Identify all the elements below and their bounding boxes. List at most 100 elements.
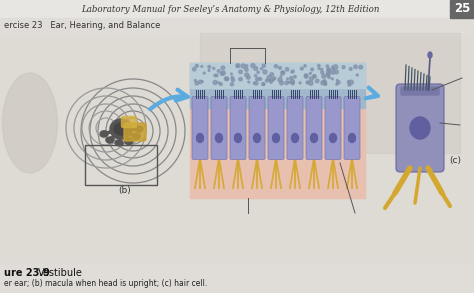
Circle shape: [333, 65, 338, 69]
Circle shape: [254, 67, 257, 70]
Circle shape: [239, 70, 242, 74]
Circle shape: [315, 79, 319, 83]
Text: (c): (c): [449, 156, 461, 166]
Circle shape: [322, 74, 326, 78]
Ellipse shape: [329, 134, 337, 142]
Circle shape: [220, 72, 224, 75]
Ellipse shape: [114, 123, 128, 135]
Circle shape: [348, 83, 351, 86]
Bar: [0, 263, 474, 293]
Circle shape: [221, 66, 225, 70]
Circle shape: [288, 81, 290, 83]
Circle shape: [273, 77, 276, 80]
FancyBboxPatch shape: [268, 96, 284, 159]
Circle shape: [292, 70, 294, 73]
Circle shape: [257, 71, 259, 73]
Circle shape: [327, 69, 331, 73]
Bar: [450, 0, 474, 18]
Circle shape: [349, 67, 352, 70]
Ellipse shape: [132, 133, 140, 139]
Circle shape: [331, 71, 335, 74]
Circle shape: [195, 81, 199, 85]
Circle shape: [280, 81, 283, 85]
Ellipse shape: [110, 119, 132, 139]
Ellipse shape: [410, 117, 430, 139]
Circle shape: [359, 65, 363, 69]
Circle shape: [195, 64, 198, 67]
Circle shape: [259, 77, 262, 81]
Circle shape: [311, 68, 314, 71]
Circle shape: [321, 71, 324, 74]
Circle shape: [246, 65, 248, 67]
Circle shape: [299, 82, 301, 84]
Circle shape: [337, 81, 340, 84]
Circle shape: [349, 80, 353, 84]
Circle shape: [201, 66, 203, 67]
FancyBboxPatch shape: [124, 123, 146, 141]
Circle shape: [219, 83, 222, 86]
Bar: [190, 63, 365, 108]
Circle shape: [226, 77, 229, 81]
Circle shape: [201, 81, 203, 82]
Text: ure 23.9: ure 23.9: [4, 268, 50, 278]
Circle shape: [248, 81, 250, 83]
Circle shape: [192, 67, 196, 71]
Circle shape: [278, 67, 282, 69]
Circle shape: [331, 78, 333, 80]
Circle shape: [255, 74, 257, 77]
FancyBboxPatch shape: [287, 96, 303, 159]
Circle shape: [218, 82, 220, 84]
Circle shape: [274, 65, 278, 68]
Circle shape: [336, 83, 338, 85]
Text: er ear; (b) macula when head is upright; (c) hair cell.: er ear; (b) macula when head is upright;…: [4, 280, 207, 289]
FancyBboxPatch shape: [401, 87, 439, 95]
Ellipse shape: [235, 134, 241, 142]
Circle shape: [261, 68, 263, 70]
Circle shape: [324, 82, 327, 85]
Circle shape: [263, 70, 267, 74]
Circle shape: [236, 64, 240, 67]
Circle shape: [290, 76, 293, 80]
Circle shape: [327, 68, 330, 71]
Circle shape: [199, 80, 202, 84]
Bar: [85, 145, 157, 185]
Circle shape: [323, 80, 326, 83]
Circle shape: [281, 71, 285, 75]
Circle shape: [327, 71, 330, 75]
Text: (b): (b): [118, 185, 131, 195]
Circle shape: [245, 73, 249, 77]
FancyBboxPatch shape: [192, 96, 208, 159]
Circle shape: [245, 68, 248, 71]
Circle shape: [262, 83, 265, 86]
Circle shape: [214, 74, 216, 76]
Circle shape: [224, 77, 228, 81]
Circle shape: [293, 75, 296, 78]
Circle shape: [320, 68, 323, 70]
Circle shape: [267, 76, 271, 80]
Circle shape: [255, 81, 258, 85]
Circle shape: [280, 75, 282, 77]
Circle shape: [194, 79, 196, 81]
Circle shape: [342, 66, 345, 69]
Bar: [0, 35, 474, 263]
Ellipse shape: [254, 134, 261, 142]
FancyBboxPatch shape: [211, 96, 227, 159]
Ellipse shape: [216, 134, 222, 142]
Circle shape: [321, 81, 325, 85]
Circle shape: [270, 73, 273, 76]
Circle shape: [262, 83, 264, 85]
Circle shape: [291, 71, 292, 73]
Ellipse shape: [273, 134, 280, 142]
Circle shape: [217, 70, 220, 72]
Circle shape: [262, 64, 265, 67]
FancyBboxPatch shape: [396, 84, 444, 172]
Circle shape: [309, 72, 311, 74]
Circle shape: [291, 81, 294, 85]
Circle shape: [313, 75, 315, 77]
Ellipse shape: [428, 52, 432, 58]
Circle shape: [213, 67, 215, 69]
Circle shape: [246, 76, 250, 79]
Circle shape: [332, 66, 334, 68]
Circle shape: [203, 72, 205, 74]
Text: Vestibule: Vestibule: [38, 268, 83, 278]
